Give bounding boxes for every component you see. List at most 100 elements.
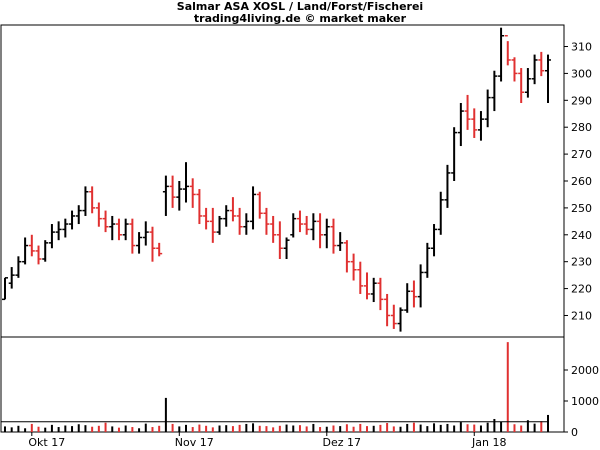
volume-panel-frame — [0, 336, 565, 433]
ohlc-bar — [2, 277, 8, 301]
ohlc-bar — [417, 264, 424, 308]
ohlc-bar — [102, 210, 109, 233]
volume-panel: 0 1000 2000 — [0, 336, 599, 439]
chart-subtitle: trading4living.de © market maker — [193, 12, 407, 25]
ohlc-bar — [404, 283, 411, 313]
ohlc-bar — [176, 181, 183, 211]
ohlc-bar — [89, 186, 96, 214]
ohlc-bar — [95, 202, 102, 227]
ohlc-bar — [256, 191, 263, 219]
ohlc-bar — [250, 186, 257, 230]
ohlc-bar — [424, 242, 431, 278]
ohlc-bar — [142, 221, 149, 246]
ohlc-bar — [410, 280, 417, 308]
ohlc-bar — [471, 108, 478, 138]
ohlc-bar — [22, 237, 29, 265]
ohlc-bar — [55, 221, 62, 241]
ohlc-bar — [343, 240, 350, 273]
ohlc-bar — [162, 175, 169, 216]
ohlc-bar — [8, 267, 15, 289]
ohlc-bar — [364, 272, 370, 300]
ohlc-bar — [276, 221, 283, 259]
ohlc-bar — [491, 70, 498, 112]
ohlc-bar — [243, 213, 250, 235]
ohlc-bar — [62, 218, 69, 238]
ohlc-bar — [209, 207, 216, 243]
ohlc-bar — [437, 191, 444, 235]
ohlc-bar — [229, 197, 236, 222]
price-tick-label: 220 — [571, 283, 592, 296]
price-tick-label: 240 — [571, 229, 592, 242]
ohlc-bar — [390, 304, 397, 329]
ohlc-bar — [444, 164, 451, 208]
ohlc-bar — [183, 162, 189, 203]
ohlc-bar — [397, 307, 404, 332]
ohlc-bar — [303, 215, 310, 235]
ohlc-bar — [122, 218, 129, 241]
ohlc-bar — [545, 54, 551, 103]
ohlc-bar — [203, 207, 210, 230]
ohlc-bar — [129, 218, 136, 254]
ohlc-bar — [75, 205, 82, 225]
x-tick-label: Nov 17 — [175, 436, 214, 449]
ohlc-bar — [109, 215, 116, 241]
x-tick-label: Jan 18 — [471, 436, 506, 449]
ohlc-bar — [42, 240, 49, 262]
ohlc-bar — [370, 277, 377, 303]
ohlc-bar — [350, 253, 357, 281]
ohlc-bar — [189, 178, 196, 208]
ohlc-bar — [69, 210, 76, 230]
ohlc-bar — [538, 51, 545, 77]
price-panel-frame — [0, 24, 565, 338]
ohlc-bar — [323, 218, 330, 249]
volume-tick-label: 2000 — [571, 364, 599, 377]
ohlc-bar — [484, 89, 491, 128]
x-tick-label: Okt 17 — [28, 436, 65, 449]
ohlc-bar — [451, 127, 458, 181]
price-tick-label: 290 — [571, 94, 592, 107]
price-tick-label: 210 — [571, 309, 592, 322]
ohlc-bar — [216, 215, 223, 235]
ohlc-bar — [196, 189, 203, 225]
ohlc-bar — [263, 207, 270, 235]
ohlc-bar — [136, 232, 143, 254]
ohlc-bar — [82, 186, 89, 216]
ohlc-bar — [524, 68, 531, 98]
ohlc-bar — [149, 226, 156, 262]
ohlc-bar — [296, 210, 303, 233]
ohlc-bar — [477, 111, 484, 141]
ohlc-bar — [35, 245, 42, 265]
ohlc-bar — [357, 261, 364, 294]
ohlc-bar — [28, 234, 35, 257]
ohlc-bar — [384, 293, 391, 327]
price-tick-label: 310 — [571, 41, 592, 54]
ohlc-bar — [48, 224, 55, 249]
ohlc-bar — [270, 215, 277, 243]
ohlc-bar — [310, 213, 317, 241]
ohlc-bar — [330, 218, 337, 254]
ohlc-bar — [156, 242, 163, 257]
ohlc-bar — [504, 35, 511, 66]
x-tick-label: Dez 17 — [323, 436, 362, 449]
ohlc-bar — [115, 218, 122, 241]
ohlc-bar — [15, 256, 22, 278]
ohlc-bar — [317, 213, 324, 249]
ohlc-bar — [169, 175, 176, 208]
price-tick-label: 250 — [571, 202, 592, 215]
ohlc-bar — [511, 57, 518, 82]
ohlc-bar — [377, 277, 384, 311]
volume-tick-label: 1000 — [571, 395, 599, 408]
ohlc-bar — [464, 94, 471, 130]
price-tick-label: 280 — [571, 121, 592, 134]
chart-title: Salmar ASA XOSL / Land/Forst/Fischerei — [176, 0, 424, 13]
ohlc-bar — [498, 27, 505, 82]
price-tick-label: 260 — [571, 175, 592, 188]
ohlc-bar — [337, 232, 344, 251]
volume-tick-label: 0 — [571, 426, 578, 439]
ohlc-bar — [531, 54, 538, 85]
ohlc-bar — [518, 68, 525, 103]
price-tick-label: 270 — [571, 148, 592, 161]
price-tick-label: 300 — [571, 67, 592, 80]
